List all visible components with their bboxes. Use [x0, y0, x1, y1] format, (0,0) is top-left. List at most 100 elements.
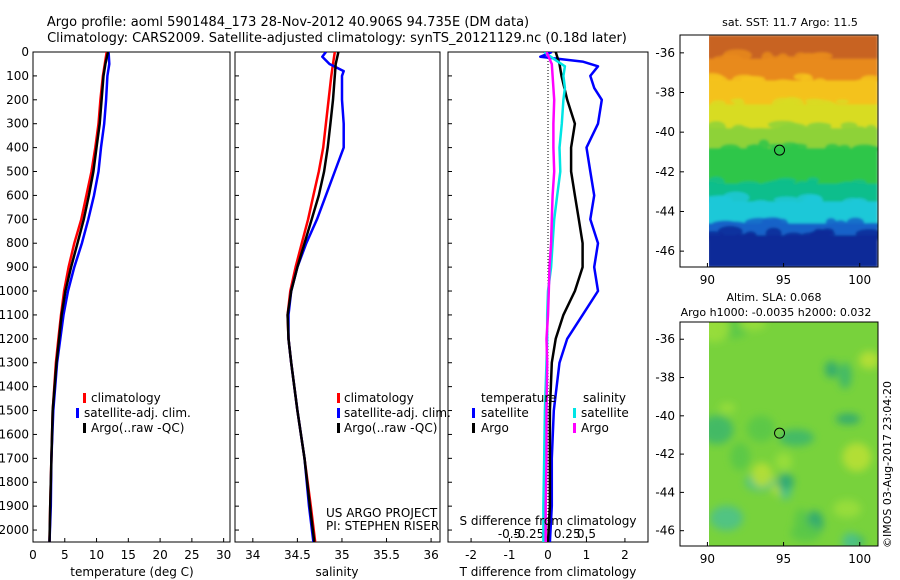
sla-blob [747, 415, 776, 442]
x-tick-label: -1 [504, 548, 516, 562]
salinity-profiles [286, 52, 345, 542]
sst-map-ticks: 90 95 100 -36 -38 -40 -42 -44 -46 [655, 46, 871, 287]
legend-swatch-satellite [76, 408, 79, 418]
map-y-tick-label: -36 [655, 332, 675, 346]
x-tick-label: 10 [89, 548, 104, 562]
sst-texture [762, 217, 783, 224]
legend-swatch-argo [337, 423, 340, 433]
sst-texture [773, 196, 800, 203]
salinity-x-ticks: 34 34.5 35 35.5 36 [245, 538, 439, 562]
argo-float-marker [774, 144, 786, 156]
profile-line-climatology [48, 52, 108, 542]
sst-band [709, 183, 878, 203]
sla-blob [709, 415, 734, 445]
sla-blob [775, 452, 793, 471]
sla-blob [824, 360, 838, 379]
y-tick-label: 900 [6, 260, 29, 274]
profile-line-argo-raw-qc [286, 52, 340, 542]
temperature-panel: 0100200300400500600700800900100011001200… [0, 45, 231, 579]
sla-blob [709, 505, 744, 531]
x-tick-label: 34 [245, 548, 260, 562]
profile-line-temperature-argo [546, 52, 584, 542]
profile-line-satellite-adj-clim [287, 52, 345, 542]
sla-blob [790, 524, 821, 542]
temperature-xlabel: temperature (deg C) [70, 565, 193, 579]
legend-label-argo: Argo(..raw -QC) [91, 421, 184, 435]
y-tick-label: 500 [6, 165, 29, 179]
sst-texture [835, 99, 849, 104]
sla-blob [730, 442, 751, 471]
map-y-tick-label: -44 [655, 204, 675, 218]
sla-heatmap [709, 322, 878, 546]
legend-header-temperature: temperature [481, 391, 556, 405]
x-tick-label: 25 [184, 548, 199, 562]
sla-blob [841, 532, 860, 546]
map-y-tick-label: -38 [655, 86, 675, 100]
map-x-tick-label: 95 [776, 273, 791, 287]
map-y-tick-label: -36 [655, 46, 675, 60]
salinity-difference-ticks: -0.5-0.25 0 0.250.5 [498, 527, 596, 541]
y-tick-label: 300 [6, 117, 29, 131]
temperature-profiles [48, 52, 111, 542]
x-tick-label: 5 [61, 548, 69, 562]
map-y-tick-label: -42 [655, 165, 675, 179]
x-tick-label: 0 [544, 548, 552, 562]
sla-blob [776, 473, 795, 490]
sst-texture [808, 122, 832, 129]
legend-swatch-climatology [83, 393, 86, 403]
x-tick-label: 0 [29, 548, 37, 562]
salinity-xlabel: salinity [315, 565, 358, 579]
project-credit: US ARGO PROJECT [326, 506, 438, 520]
sla-blob [738, 322, 767, 331]
map-y-tick-label: -40 [655, 409, 675, 423]
temperature-legend: climatology satellite-adj. clim. Argo(..… [76, 391, 191, 435]
map-x-tick-label: 90 [700, 273, 715, 287]
y-tick-label: 1300 [0, 356, 29, 370]
map-y-tick-label: -40 [655, 125, 675, 139]
sst-texture [717, 225, 743, 237]
sst-band [709, 128, 878, 149]
sla-map-frame [679, 321, 879, 547]
x-tick-label: 34.5 [284, 548, 311, 562]
legend-label-temp-argo: Argo [481, 421, 509, 435]
legend-label-argo: Argo(..raw -QC) [344, 421, 437, 435]
sla-blob [835, 413, 861, 425]
map-y-tick-label: -42 [655, 447, 675, 461]
sst-heatmap [709, 35, 878, 267]
y-tick-label: 600 [6, 188, 29, 202]
sla-blob [709, 322, 730, 343]
y-tick-label: 1900 [0, 499, 29, 513]
map-y-tick-label: -38 [655, 371, 675, 385]
map-y-tick-label: -46 [655, 524, 675, 538]
difference-panel: -2 -1 0 1 2 -0.5-0.25 0 0.250.5 T difference f… [447, 51, 649, 579]
imos-timestamp: ©IMOS 03-Aug-2017 23:04:20 [881, 381, 894, 548]
salinity-panel: 34 34.5 35 35.5 36 salinity climatology sate… [234, 51, 451, 579]
legend-swatch-sal-satellite [573, 408, 576, 418]
legend-label-satellite: satellite-adj. clim. [84, 406, 191, 420]
x-tick-label: 20 [152, 548, 167, 562]
difference-legend: temperature salinity satellite Argo sate… [472, 391, 629, 435]
legend-label-satellite: satellite-adj. clim. [344, 406, 451, 420]
x-tick-label: 35 [334, 548, 349, 562]
sla-map-title: Altim. SLA: 0.068 [726, 291, 821, 304]
sst-texture [840, 121, 858, 130]
sla-map-subtitle: Argo h1000: -0.0035 h2000: 0.032 [681, 306, 872, 319]
map-y-tick-label: -44 [655, 485, 675, 499]
sst-band [709, 58, 878, 82]
depth-tick-labels: 0 100 200 300 400 500 600 700 800 900 1000 1100 1200… [0, 45, 37, 537]
y-tick-label: 700 [6, 212, 29, 226]
legend-swatch-sal-argo [573, 423, 576, 433]
sst-texture [709, 73, 724, 83]
legend-label-climatology: climatology [344, 391, 414, 405]
sla-blob [833, 499, 862, 518]
y-tick-label: 0 [21, 45, 29, 59]
sst-texture [790, 143, 808, 150]
salinity-y-ticks [235, 51, 239, 531]
salinity-difference-tick-label: -0.5 [498, 527, 521, 541]
y-tick-label: 1800 [0, 475, 29, 489]
sst-band [709, 148, 878, 185]
sst-band [709, 235, 878, 267]
salinity-legend: climatology satellite-adj. clim. Argo(..… [337, 391, 451, 435]
temperature-axes-frame [32, 51, 231, 543]
